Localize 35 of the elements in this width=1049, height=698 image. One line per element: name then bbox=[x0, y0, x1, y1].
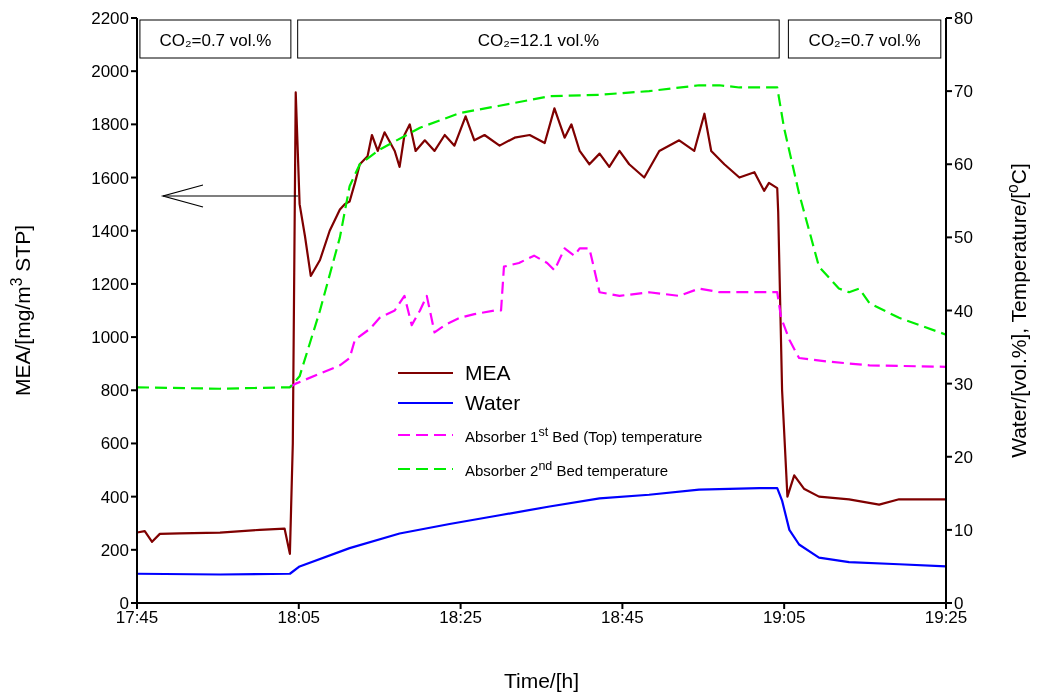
y2-tick-label: 20 bbox=[954, 447, 973, 467]
legend-label: Absorber 1$^{st}$ Bed (Top) temperature bbox=[465, 425, 703, 445]
y2-tick-label: 50 bbox=[954, 228, 973, 248]
line-series bbox=[137, 84, 946, 390]
y2-tick-label: 40 bbox=[954, 301, 973, 321]
x-tick-label: 18:05 bbox=[277, 608, 321, 628]
x-tick-label: 19:05 bbox=[762, 608, 806, 628]
x-tick-label: 18:45 bbox=[601, 608, 644, 628]
y-tick-label: 1600 bbox=[91, 168, 129, 188]
legend-label: MEA bbox=[465, 361, 511, 385]
line-series bbox=[137, 487, 946, 576]
y-tick-label: 800 bbox=[100, 381, 129, 401]
y-tick-label: 600 bbox=[100, 434, 129, 454]
legend-label: Absorber 2$^{nd}$ Bed temperature bbox=[465, 459, 669, 479]
x-tick-label: 18:25 bbox=[439, 608, 482, 628]
y-tick-label: 1800 bbox=[91, 115, 129, 135]
band-label: CO₂=0.7 vol.% bbox=[159, 31, 272, 50]
y2-tick-label: 80 bbox=[954, 9, 973, 29]
y2-tick-label: 10 bbox=[954, 520, 973, 540]
x-axis-title: Time/[h] bbox=[503, 669, 580, 692]
y-tick-label: 2200 bbox=[91, 9, 129, 29]
y2-tick-label: 70 bbox=[954, 82, 973, 102]
band-label: CO₂=12.1 vol.% bbox=[477, 31, 600, 50]
y-tick-label: 200 bbox=[100, 540, 129, 560]
line-series bbox=[137, 91, 946, 555]
legend-label: Water bbox=[465, 391, 521, 415]
line-series bbox=[288, 247, 946, 389]
y-tick-label: 1200 bbox=[91, 274, 129, 294]
y-tick-label: 1000 bbox=[91, 328, 129, 348]
y-tick-label: 1400 bbox=[91, 221, 129, 241]
y-tick-label: 2000 bbox=[91, 62, 129, 82]
y-tick-label: 400 bbox=[100, 487, 129, 507]
y2-tick-label: 30 bbox=[954, 374, 973, 394]
band-label: CO₂=0.7 vol.% bbox=[808, 31, 921, 50]
y2-tick-label: 60 bbox=[954, 155, 973, 175]
